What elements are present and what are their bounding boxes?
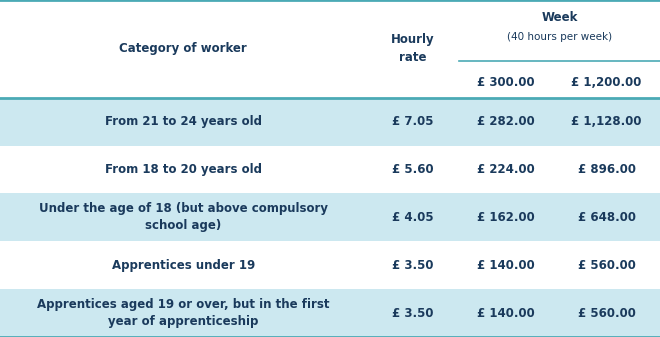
- Bar: [0, 146, 660, 193]
- Text: £ 282.00: £ 282.00: [477, 115, 535, 128]
- Text: From 21 to 24 years old: From 21 to 24 years old: [105, 115, 261, 128]
- Text: £ 224.00: £ 224.00: [477, 163, 535, 176]
- Text: £ 140.00: £ 140.00: [477, 307, 535, 319]
- Text: £ 162.00: £ 162.00: [477, 211, 535, 224]
- Text: £ 3.50: £ 3.50: [392, 307, 433, 319]
- Text: £ 896.00: £ 896.00: [578, 163, 636, 176]
- Text: £ 1,200.00: £ 1,200.00: [572, 75, 642, 89]
- Text: £ 140.00: £ 140.00: [477, 259, 535, 272]
- Text: £ 5.60: £ 5.60: [391, 163, 434, 176]
- Text: £ 648.00: £ 648.00: [578, 211, 636, 224]
- Text: (40 hours per week): (40 hours per week): [507, 32, 612, 42]
- Text: Week: Week: [541, 11, 578, 24]
- Text: Apprentices aged 19 or over, but in the first
year of apprenticeship: Apprentices aged 19 or over, but in the …: [37, 298, 329, 328]
- Bar: [0, 193, 660, 241]
- Text: Apprentices under 19: Apprentices under 19: [112, 259, 255, 272]
- Text: £ 300.00: £ 300.00: [477, 75, 535, 89]
- Text: Category of worker: Category of worker: [119, 42, 247, 55]
- Text: £ 7.05: £ 7.05: [392, 115, 433, 128]
- Bar: [0, 98, 660, 146]
- Bar: [0, 289, 660, 337]
- Text: £ 3.50: £ 3.50: [392, 259, 433, 272]
- Text: From 18 to 20 years old: From 18 to 20 years old: [105, 163, 261, 176]
- Bar: [0, 0, 660, 98]
- Bar: [0, 241, 660, 289]
- Text: £ 560.00: £ 560.00: [578, 259, 636, 272]
- Text: Under the age of 18 (but above compulsory
school age): Under the age of 18 (but above compulsor…: [39, 202, 327, 233]
- Text: £ 4.05: £ 4.05: [391, 211, 434, 224]
- Text: £ 560.00: £ 560.00: [578, 307, 636, 319]
- Text: £ 1,128.00: £ 1,128.00: [572, 115, 642, 128]
- Text: Hourly
rate: Hourly rate: [391, 33, 434, 64]
